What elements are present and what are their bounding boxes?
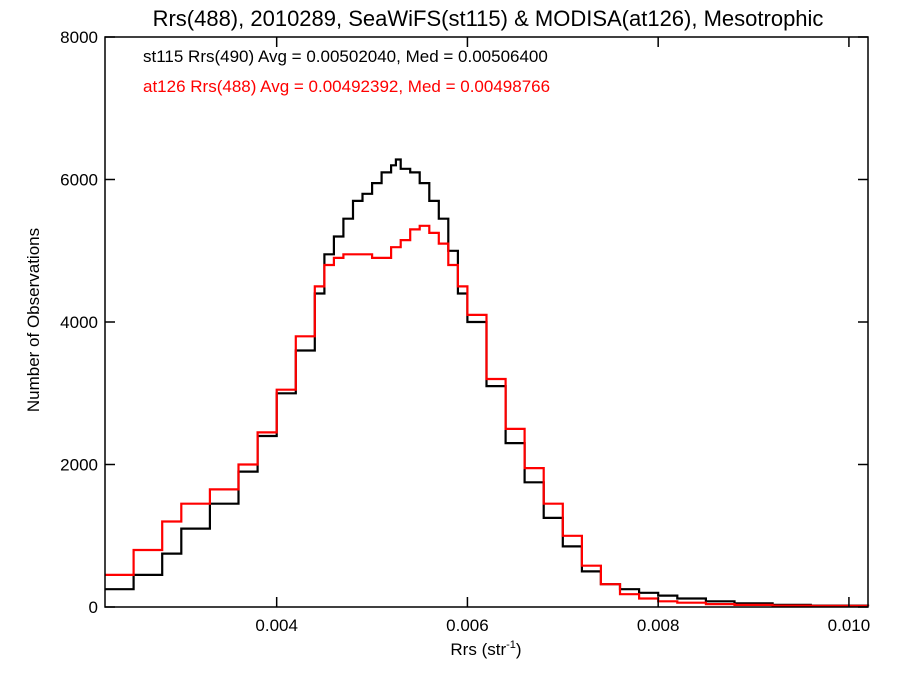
y-tick-label: 2000 xyxy=(60,456,98,475)
y-tick-label: 4000 xyxy=(60,313,98,332)
x-axis-label: Rrs (str-1) xyxy=(450,639,521,659)
annotation-red: at126 Rrs(488) Avg = 0.00492392, Med = 0… xyxy=(143,77,550,96)
x-axis-label-close: ) xyxy=(516,640,522,659)
x-tick-label: 0.006 xyxy=(446,616,489,635)
x-axis-label-main: Rrs (str xyxy=(450,640,506,659)
chart-title: Rrs(488), 2010289, SeaWiFS(st115) & MODI… xyxy=(153,6,824,31)
y-tick-label: 0 xyxy=(89,598,98,617)
y-axis-label: Number of Observations xyxy=(24,228,43,412)
y-tick-label: 6000 xyxy=(60,171,98,190)
x-tick-label: 0.004 xyxy=(255,616,298,635)
x-axis-label-sup: -1 xyxy=(506,639,516,651)
x-tick-label: 0.010 xyxy=(828,616,871,635)
plot-area: 0.004 0.006 0.008 0.010 0 2000 4000 6000 8000 xyxy=(60,28,870,635)
series-line-1 xyxy=(105,158,870,607)
series-line-2 xyxy=(105,224,870,607)
annotation-black: st115 Rrs(490) Avg = 0.00502040, Med = 0… xyxy=(143,47,548,66)
y-tick-label: 8000 xyxy=(60,28,98,47)
x-tick-label: 0.008 xyxy=(637,616,680,635)
